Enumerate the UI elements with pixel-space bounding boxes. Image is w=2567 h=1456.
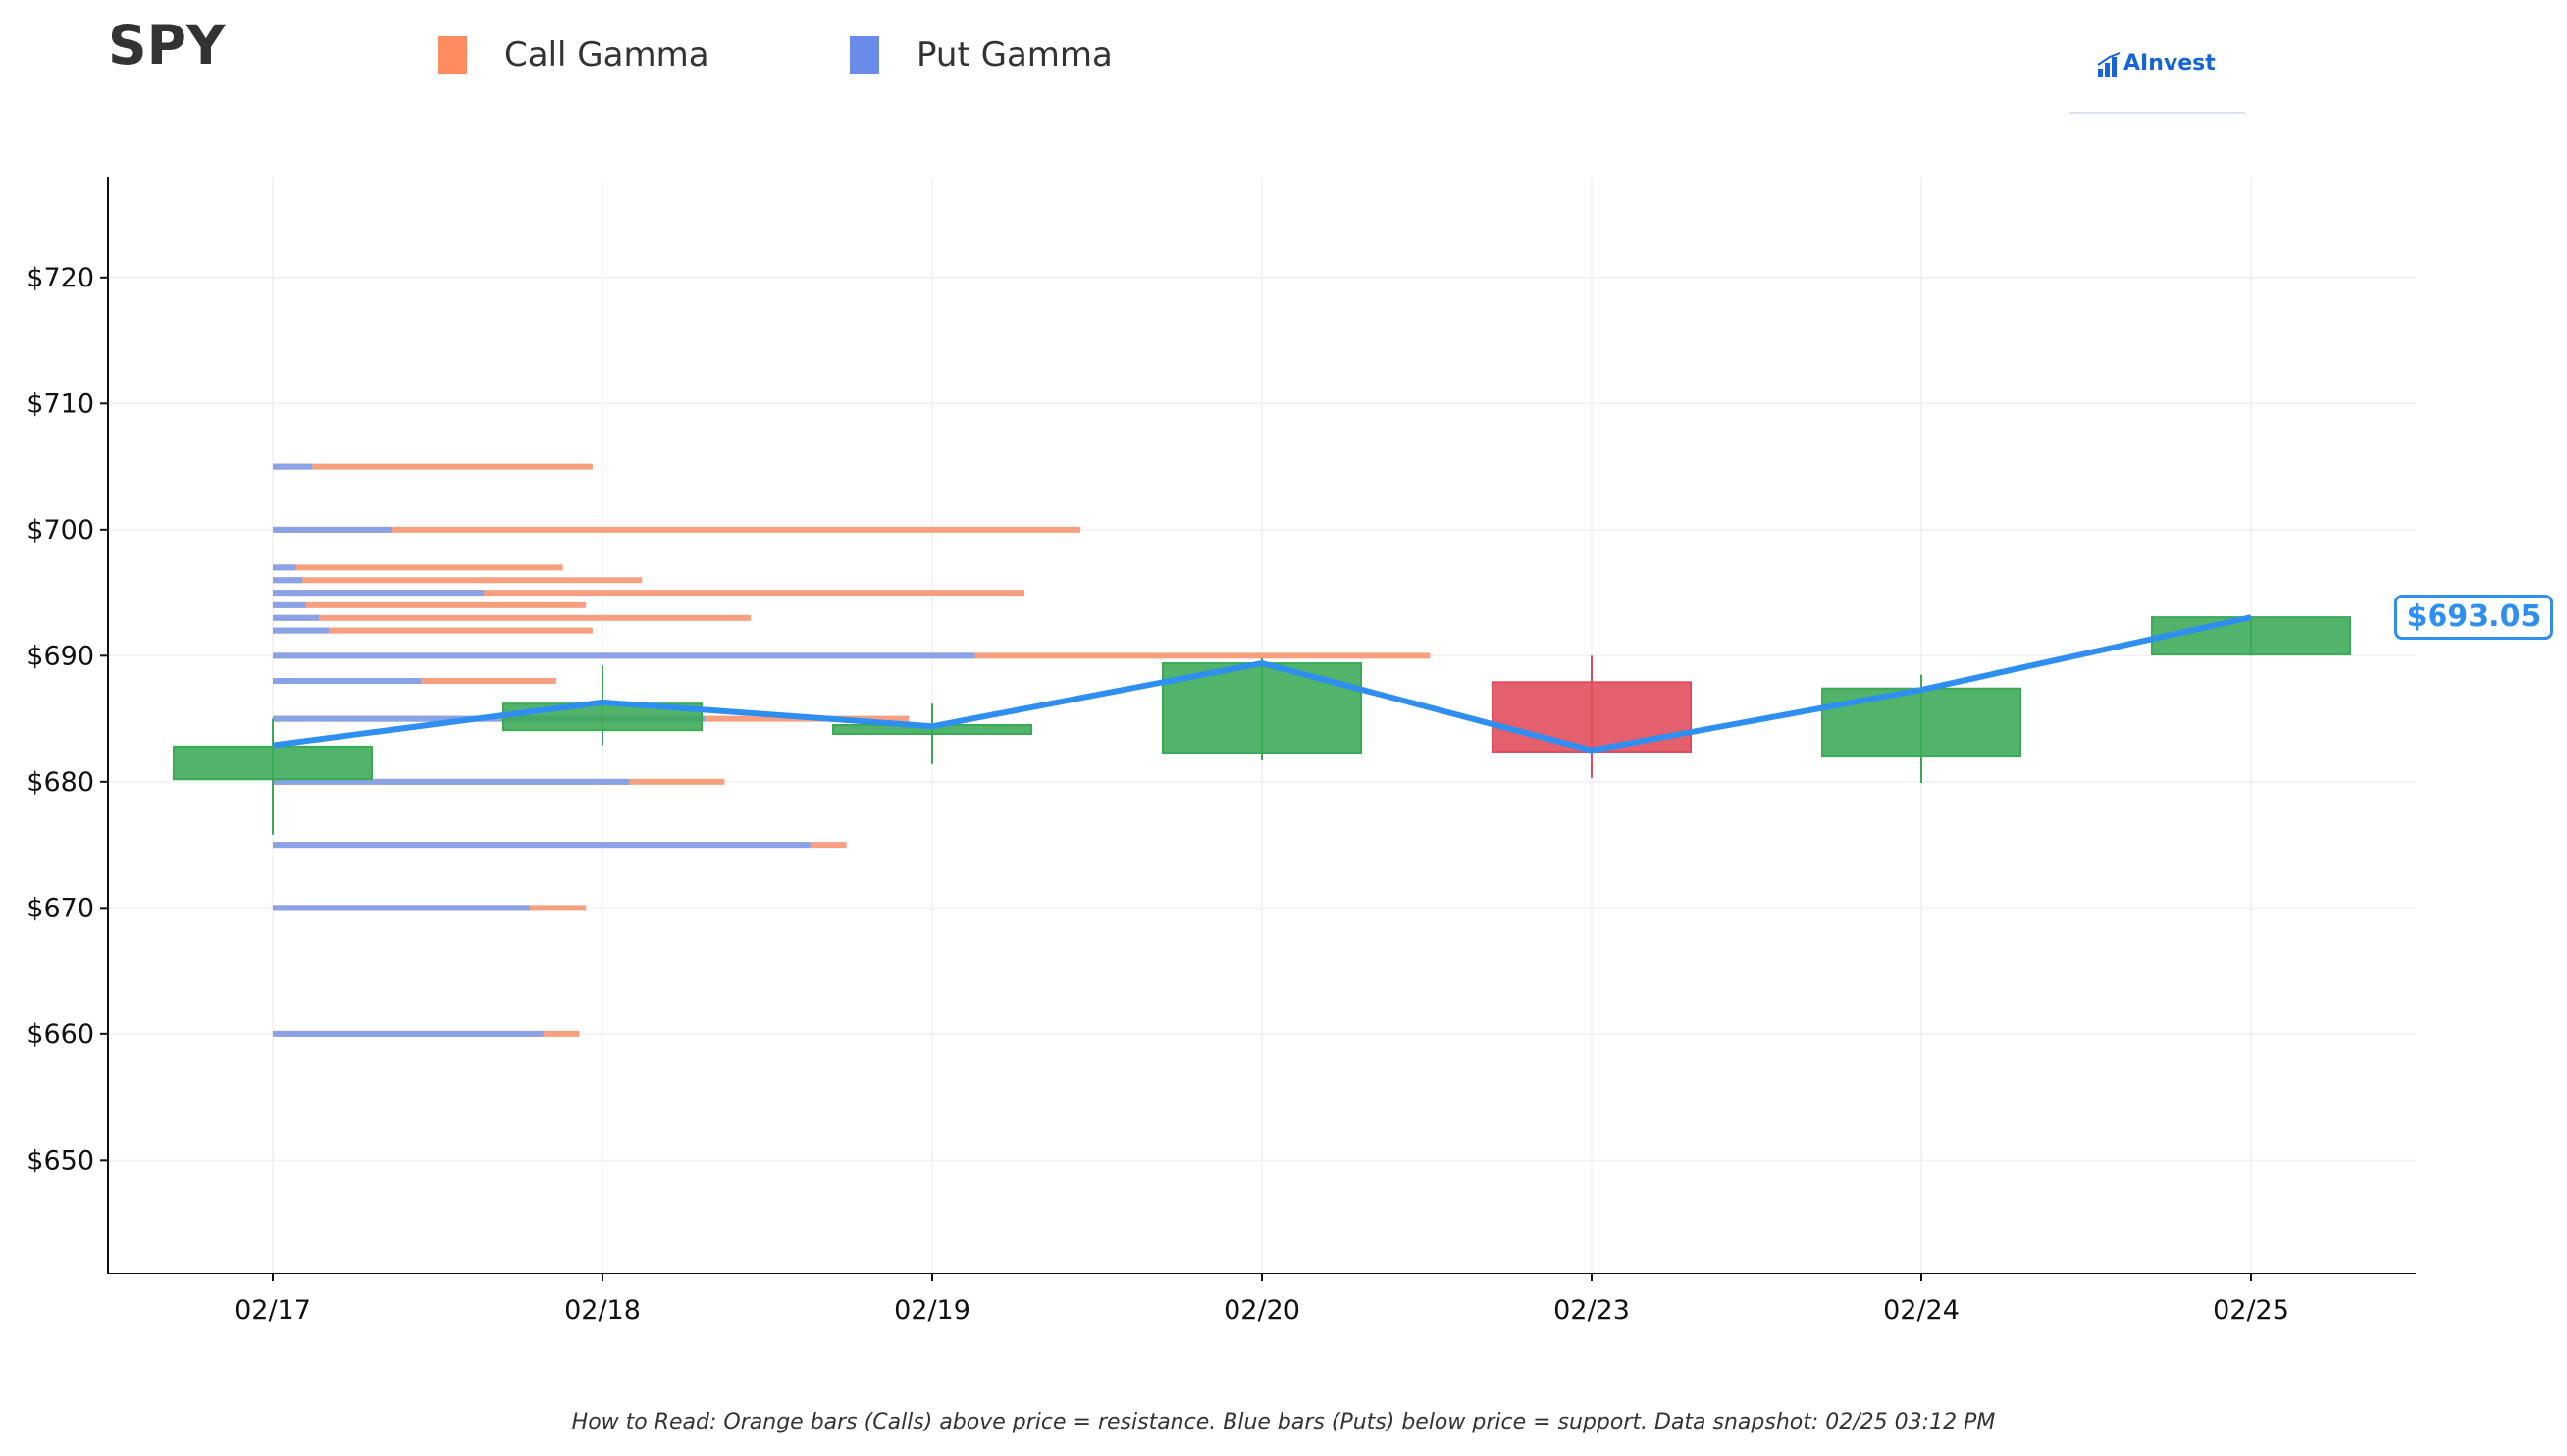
logo-text: AInvest [2123,51,2216,76]
legend-call-gamma: Call Gamma [438,35,709,75]
y-tick-label: $710 [26,389,94,419]
how-to-read-footer: How to Read: Orange bars (Calls) above p… [571,1410,1996,1434]
axes: $650 $660 $670 $680 $690 $700 $710 $720 02/17 02/… [26,177,2416,1326]
ainvest-logo: AInvest [2069,35,2245,114]
legend-call-label: Call Gamma [504,35,709,75]
y-tick-label: $660 [26,1019,94,1050]
x-tick-label: 02/18 [564,1295,641,1326]
y-tick-label: $690 [26,641,94,671]
x-tick-label: 02/25 [2213,1295,2289,1326]
x-tick-label: 02/24 [1883,1295,1960,1326]
y-tick-label: $670 [26,893,94,923]
candle-body [173,745,373,781]
y-tick-label: $720 [26,263,94,293]
put-gamma-swatch [850,36,879,74]
x-tick-label: 02/23 [1553,1295,1630,1326]
ticker-title: SPY [108,14,226,77]
candle-body [2151,616,2351,656]
call-gamma-swatch [438,36,467,74]
current-price-tag: $693.05 [2394,595,2553,640]
price-line [272,614,2252,754]
price-line-path [272,614,2252,754]
logo-underline [2069,112,2245,114]
x-tick-label: 02/17 [235,1295,311,1326]
candle-body [1821,687,2021,758]
x-tick-label: 02/20 [1224,1295,1300,1326]
y-tick-label: $700 [26,515,94,546]
legend-put-label: Put Gamma [917,35,1113,75]
x-tick-label: 02/19 [894,1295,970,1326]
y-tick-label: $680 [26,767,94,798]
logo-bars-icon [2097,52,2121,77]
candle-body [1492,681,1692,753]
gamma-bars [273,463,1431,1037]
legend-put-gamma: Put Gamma [850,35,1113,75]
y-tick-label: $650 [26,1145,94,1175]
